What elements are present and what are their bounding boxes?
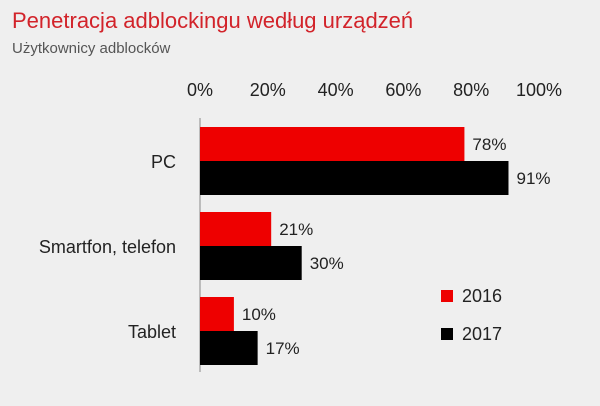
legend-label-2016: 2016 (462, 286, 502, 306)
legend-swatch-2017 (441, 328, 453, 340)
x-tick-label-40: 40% (318, 80, 354, 100)
bar-2016-2 (200, 297, 234, 331)
category-label-0: PC (151, 152, 176, 172)
value-label-2016-2: 10% (242, 305, 276, 324)
bar-2017-2 (200, 331, 258, 365)
value-label-2017-0: 91% (516, 169, 550, 188)
value-label-2016-0: 78% (472, 135, 506, 154)
value-label-2017-2: 17% (266, 339, 300, 358)
bar-2016-0 (200, 127, 465, 161)
legend-swatch-2016 (441, 290, 453, 302)
x-tick-label-0: 0% (187, 80, 213, 100)
chart-subtitle: Użytkownicy adblocków (12, 40, 171, 57)
x-tick-label-20: 20% (250, 80, 286, 100)
x-tick-label-100: 100% (516, 80, 562, 100)
value-label-2016-1: 21% (279, 220, 313, 239)
x-tick-label-60: 60% (385, 80, 421, 100)
legend-label-2017: 2017 (462, 324, 502, 344)
x-tick-label-80: 80% (453, 80, 489, 100)
bar-2017-0 (200, 161, 509, 195)
chart-title: Penetracja adblockingu według urządzeń (12, 8, 414, 33)
bar-2016-1 (200, 212, 272, 246)
category-label-2: Tablet (128, 322, 176, 342)
bar-2017-1 (200, 246, 302, 280)
category-label-1: Smartfon, telefon (39, 237, 176, 257)
value-label-2017-1: 30% (310, 254, 344, 273)
